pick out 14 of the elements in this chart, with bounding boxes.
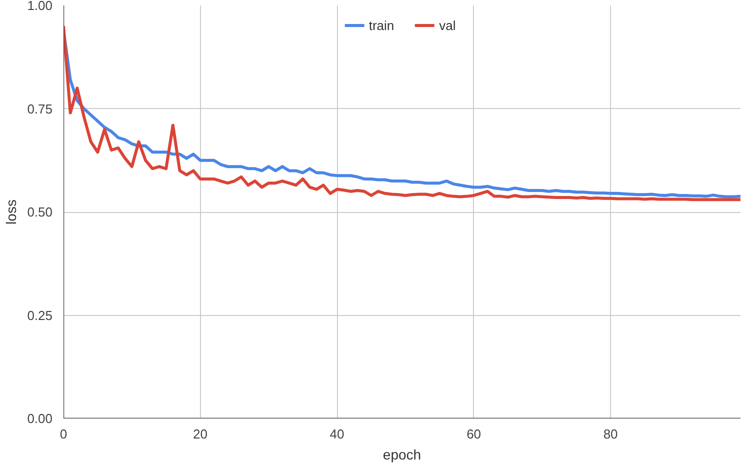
- x-tick-label: 20: [193, 426, 208, 442]
- x-tick-label: 80: [603, 426, 618, 442]
- y-axis-title: loss: [3, 200, 20, 224]
- y-tick-label: 0.00: [27, 411, 53, 426]
- y-tick-label: 0.25: [27, 308, 53, 323]
- x-tick-label: 0: [60, 426, 68, 442]
- legend-label: val: [439, 18, 457, 32]
- y-tick-label: 0.50: [27, 204, 53, 220]
- y-tick-label: 0.75: [27, 101, 53, 116]
- x-axis-title: epoch: [382, 446, 422, 462]
- y-tick-label: 1.00: [27, 0, 53, 13]
- x-tick-label: 40: [330, 426, 344, 442]
- legend-label: train: [368, 18, 394, 32]
- x-tick-label: 60: [466, 426, 482, 442]
